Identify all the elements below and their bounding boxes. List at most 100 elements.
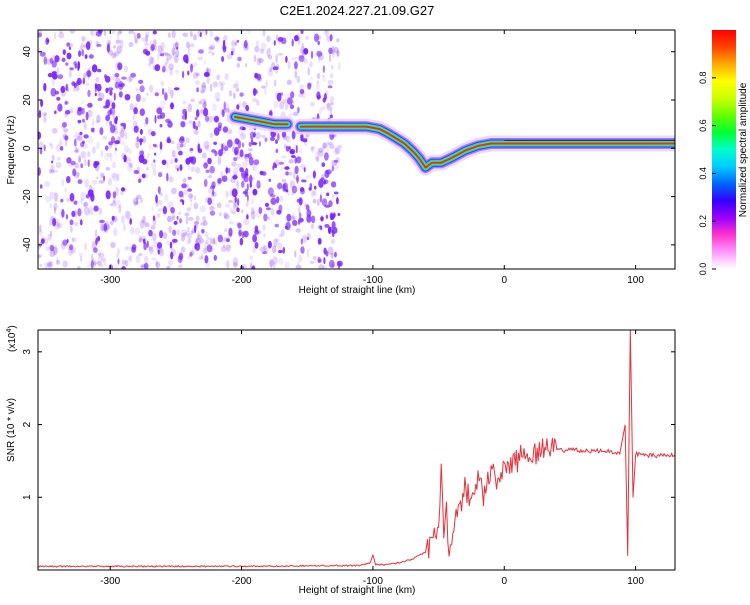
heatmap-noise-blob — [193, 195, 196, 201]
heatmap-noise-blob — [170, 102, 174, 110]
heatmap-noise-blob — [103, 152, 109, 161]
heatmap-noise-blob — [103, 105, 109, 109]
heatmap-noise-blob — [219, 81, 226, 86]
heatmap-noise-blob — [38, 132, 41, 137]
heatmap-noise-blob — [235, 190, 238, 195]
heatmap-noise-blob — [52, 246, 58, 256]
heatmap-noise-blob — [180, 229, 187, 238]
heatmap-noise-blob — [69, 225, 73, 233]
heatmap-noise-blob — [53, 245, 58, 254]
heatmap-noise-blob — [226, 53, 233, 60]
heatmap-noise-blob — [241, 209, 244, 214]
heatmap-noise-blob — [287, 97, 293, 105]
heatmap-noise-blob — [226, 243, 231, 253]
heatmap-noise-blob — [310, 189, 314, 198]
heatmap-noise-blob — [293, 216, 296, 221]
heatmap-noise-blob — [258, 207, 263, 214]
heatmap-noise-blob — [261, 171, 267, 176]
heatmap-noise-blob — [268, 187, 274, 196]
heatmap-noise-blob — [320, 225, 323, 231]
heatmap-noise-blob — [163, 52, 169, 56]
heatmap-noise-blob — [133, 32, 136, 39]
heatmap-noise-blob — [212, 81, 218, 88]
chart-title: C2E1.2024.227.21.09.G27 — [280, 3, 435, 18]
heatmap-noise-blob — [274, 223, 279, 228]
heatmap-noise-blob — [300, 49, 306, 54]
heatmap-noise-blob — [135, 254, 141, 264]
heatmap-noise-blob — [272, 261, 276, 269]
heatmap-noise-blob — [93, 247, 98, 253]
heatmap-noise-blob — [236, 104, 240, 110]
heatmap-noise-blob — [92, 118, 95, 127]
heatmap-noise-blob — [186, 52, 191, 57]
heatmap-noise-blob — [220, 170, 224, 178]
heatmap-noise-blob — [95, 76, 100, 83]
heatmap-noise-blob — [280, 167, 285, 171]
heatmap-noise-blob — [120, 39, 124, 48]
heatmap-noise-blob — [124, 245, 128, 251]
heatmap-noise-blob — [166, 240, 171, 246]
heatmap-noise-blob — [275, 238, 280, 243]
heatmap-noise-blob — [63, 128, 69, 133]
heatmap-signal-track — [227, 108, 675, 176]
heatmap-noise-blob — [243, 40, 248, 49]
snr-multiplier-base: (x10 — [7, 332, 18, 352]
heatmap-noise-blob — [231, 188, 238, 198]
heatmap-noise-blob — [337, 145, 343, 149]
heatmap-noise-blob — [60, 198, 64, 203]
heatmap-noise-blob — [296, 174, 299, 184]
heatmap-noise-blob — [241, 172, 247, 181]
heatmap-noise-blob — [275, 148, 279, 153]
heatmap-noise-blob — [59, 138, 63, 144]
heatmap-noise-blob — [170, 89, 174, 99]
heatmap-noise-blob — [120, 190, 125, 196]
heatmap-noise-blob — [48, 219, 53, 226]
heatmap-noise-blob — [155, 199, 159, 207]
heatmap-noise-blob — [100, 172, 105, 178]
heatmap-noise-blob — [198, 100, 202, 105]
heatmap-noise-blob — [159, 246, 163, 254]
heatmap-noise-blob — [330, 238, 335, 244]
heatmap-noise-blob — [180, 121, 186, 128]
heatmap-noise-blob — [231, 210, 237, 215]
heatmap-noise-blob — [329, 73, 334, 79]
heatmap-noise-blob — [229, 189, 234, 197]
heatmap-noise-blob — [337, 212, 341, 217]
heatmap-noise-blob — [283, 144, 287, 149]
heatmap-noise-blob — [86, 264, 92, 269]
heatmap-noise-blob — [98, 252, 105, 258]
heatmap-noise-blob — [187, 233, 193, 239]
heatmap-noise-blob — [200, 30, 205, 34]
heatmap-noise-blob — [57, 142, 64, 147]
heatmap-noise-blob — [148, 245, 152, 251]
heatmap-noise-blob — [105, 190, 111, 200]
heatmap-noise-blob — [291, 38, 294, 47]
heatmap-x-axis-label: Height of straight line (km) — [299, 285, 416, 296]
heatmap-noise-blob — [183, 232, 188, 236]
heatmap-noise-blob — [194, 238, 200, 247]
heatmap-noise-blob — [268, 55, 273, 60]
heatmap-noise-blob — [58, 31, 65, 39]
heatmap-noise-blob — [329, 106, 333, 111]
heatmap-noise-blob — [249, 255, 254, 260]
heatmap-noise-blob — [163, 193, 169, 202]
heatmap-noise-blob — [54, 110, 57, 115]
heatmap-noise-blob — [255, 132, 261, 140]
heatmap-noise-blob — [159, 248, 165, 257]
heatmap-noise-blob — [132, 197, 139, 207]
colorbar-gradient — [712, 30, 736, 269]
heatmap-noise-blob — [178, 252, 184, 260]
heatmap-noise-blob — [84, 178, 90, 188]
heatmap-noise-blob — [214, 91, 221, 101]
heatmap-noise-blob — [65, 138, 68, 147]
heatmap-noise-blob — [310, 146, 316, 150]
heatmap-y-axis-label: Frequency (Hz) — [6, 116, 17, 185]
heatmap-noise-blob — [310, 223, 314, 230]
heatmap-noise-blob — [202, 247, 208, 254]
heatmap-noise-blob — [282, 183, 287, 192]
heatmap-noise-blob — [196, 87, 199, 93]
heatmap-noise-blob — [327, 246, 334, 255]
heatmap-noise-blob — [334, 147, 341, 154]
heatmap-noise-blob — [267, 240, 272, 249]
heatmap-noise-blob — [109, 152, 113, 162]
